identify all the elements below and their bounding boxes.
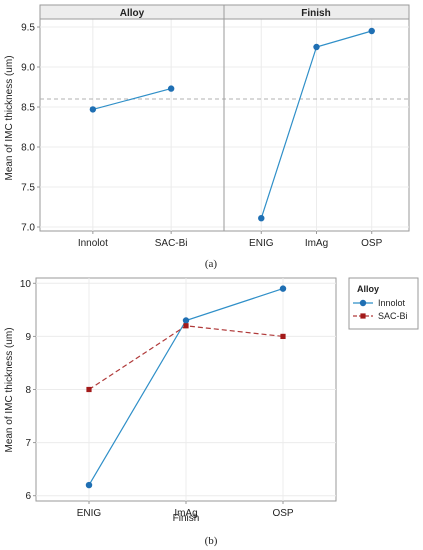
legend-marker bbox=[359, 299, 367, 307]
x-tick-label: OSP bbox=[361, 238, 382, 249]
panel-b-x-axis-label: Finish bbox=[173, 513, 200, 524]
data-point bbox=[258, 215, 265, 222]
y-tick-label: 8.0 bbox=[21, 143, 35, 154]
y-tick-label: 7.0 bbox=[21, 223, 35, 234]
x-tick-label: OSP bbox=[272, 508, 293, 519]
legend-items: Innolot SAC-Bi bbox=[353, 298, 408, 321]
data-point bbox=[279, 285, 287, 292]
y-tick-label: 8 bbox=[25, 385, 31, 396]
x-tick-label: Innolot bbox=[78, 238, 108, 249]
panel-a-strip-finish: Finish bbox=[223, 4, 410, 20]
y-tick-label: 7 bbox=[25, 438, 31, 449]
x-tick-label: ImAg bbox=[305, 238, 328, 249]
data-point bbox=[85, 481, 93, 489]
legend-label: Innolot bbox=[378, 298, 406, 308]
data-point bbox=[280, 333, 286, 340]
y-tick-label: 8.5 bbox=[21, 103, 35, 114]
x-tick-label: ENIG bbox=[249, 238, 274, 249]
panel-b-caption: (b) bbox=[205, 535, 218, 547]
y-tick-label: 9.0 bbox=[21, 63, 35, 74]
strip-title: Alloy bbox=[120, 8, 145, 19]
panel-b-y-axis-label: Mean of IMC thickness (um) bbox=[4, 327, 15, 452]
panel-a-y-tick-labels: 7.0 7.5 8.0 8.5 9.0 9.5 bbox=[21, 23, 40, 234]
legend-marker bbox=[360, 313, 366, 319]
data-point bbox=[368, 27, 375, 35]
x-tick-label: SAC-Bi bbox=[155, 238, 188, 249]
x-tick-label: ImAg bbox=[174, 508, 197, 519]
legend: Alloy Innolot SAC-Bi bbox=[348, 277, 419, 330]
x-tick-label: ENIG bbox=[77, 508, 102, 519]
data-point bbox=[89, 106, 97, 113]
panel-a-y-axis-label: Mean of IMC thickness (um) bbox=[4, 55, 15, 180]
legend-title: Alloy bbox=[357, 284, 379, 294]
legend-label: SAC-Bi bbox=[378, 311, 408, 321]
strip-title: Finish bbox=[301, 8, 330, 19]
panel-a-gridlines bbox=[40, 19, 409, 231]
panel-b-x-tick-labels: ENIG ImAg OSP bbox=[77, 501, 294, 519]
panel-b-y-tick-labels: 6 7 8 9 10 bbox=[20, 279, 36, 502]
y-tick-label: 10 bbox=[20, 279, 32, 290]
data-point bbox=[183, 323, 189, 329]
panel-a-caption: (a) bbox=[205, 258, 218, 270]
panel-a: Alloy Finish 7.0 7.5 8.0 8.5 9.0 9.5 Innolot S… bbox=[4, 4, 410, 270]
panel-a-series-points bbox=[89, 27, 375, 222]
y-tick-label: 7.5 bbox=[21, 183, 35, 194]
data-point bbox=[313, 43, 320, 51]
panel-b-series-points bbox=[85, 285, 287, 489]
y-tick-label: 9.5 bbox=[21, 23, 35, 34]
data-point bbox=[86, 386, 92, 393]
y-tick-label: 9 bbox=[25, 332, 31, 343]
panel-a-x-tick-labels: Innolot SAC-Bi ENIG ImAg OSP bbox=[78, 231, 383, 249]
y-tick-label: 6 bbox=[25, 491, 31, 502]
data-point bbox=[182, 317, 190, 324]
panel-b: 6 7 8 9 10 ENIG ImAg OSP Mean of IMC thickness… bbox=[4, 277, 419, 547]
data-point bbox=[167, 85, 175, 92]
series-line bbox=[92, 88, 172, 110]
panel-a-strip-alloy: Alloy bbox=[39, 4, 225, 20]
